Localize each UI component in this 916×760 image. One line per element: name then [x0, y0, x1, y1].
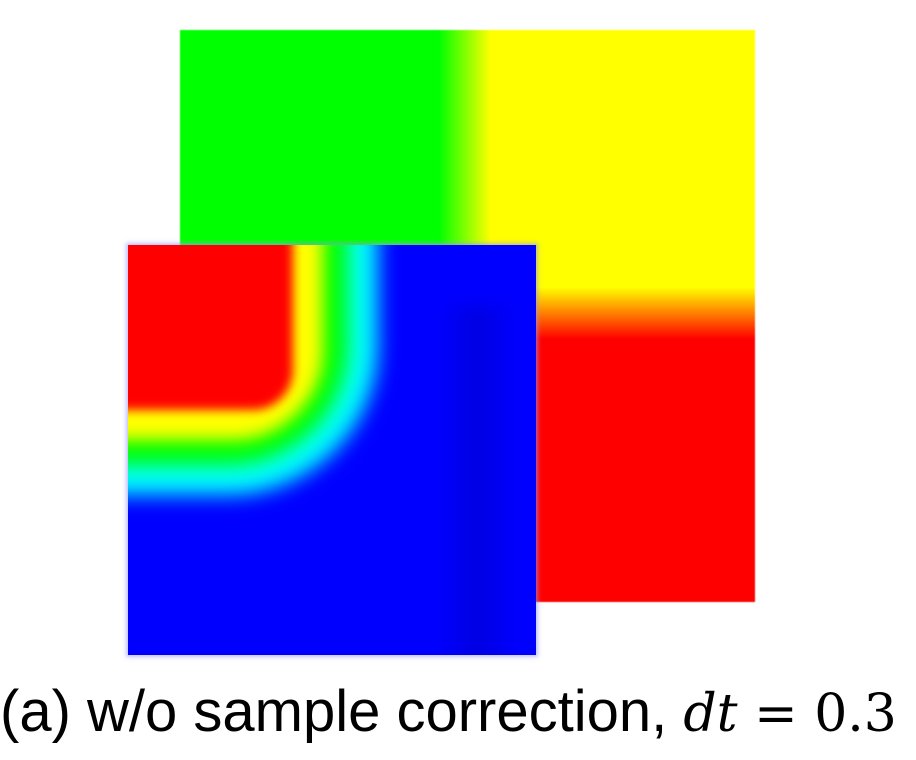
caption-math-value: 0.3 — [814, 684, 897, 744]
caption-label: (a) w/o sample correction, — [0, 679, 668, 744]
red-corner-region — [128, 245, 293, 410]
ghost-edge-artifact — [438, 305, 518, 655]
figure-caption: (a) w/o sample correction, dt = 0.3 — [0, 672, 916, 752]
foreground-blurred-square — [128, 245, 536, 655]
caption-math-variable: dt — [683, 684, 738, 744]
figure-canvas — [128, 30, 755, 655]
caption-math-operator: = — [737, 684, 815, 744]
